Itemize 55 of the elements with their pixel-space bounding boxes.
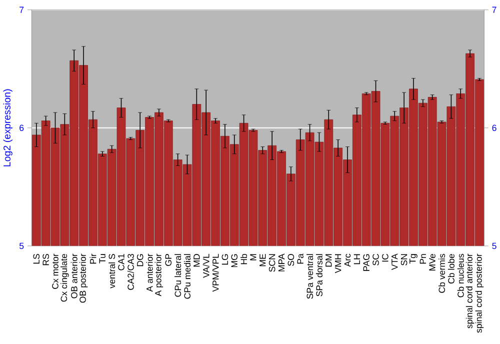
x-tick-label: Cb nucleus: [457, 254, 464, 298]
x-tick-label: CPu lateral: [174, 254, 182, 297]
x-tick-label: SO: [288, 254, 294, 266]
x-tick-label: LG: [222, 254, 228, 264]
x-tick-label: spinal cord posterior: [475, 254, 484, 333]
y2-tick-label: 6: [492, 124, 496, 131]
x-tick-label: Cb lobe: [448, 254, 454, 284]
x-tick-label: Cb vermis: [438, 254, 446, 293]
x-tick-label: MG: [231, 254, 238, 267]
x-tick-label: LH: [354, 254, 360, 264]
x-tick-label: MD: [194, 254, 200, 266]
x-tick-label: VMH: [335, 254, 342, 273]
y2-tick-label: 7: [492, 6, 496, 13]
x-tick-label: RS: [42, 254, 49, 265]
x-tick-label: Pa: [297, 253, 304, 264]
x-tick-label: A anterior: [146, 254, 153, 292]
x-tick-label: LS: [33, 254, 40, 264]
x-tick-label: CA1: [118, 254, 124, 270]
x-tick-label: Cx motor: [52, 254, 58, 289]
x-tick-label: Pn: [420, 254, 426, 264]
x-tick-label: OB posterior: [79, 254, 88, 303]
x-tick-label: Cx cingulate: [60, 254, 69, 302]
x-tick-label: SCN: [268, 254, 276, 272]
x-tick-label: A posterior: [154, 254, 164, 296]
x-tick-label: GP: [165, 254, 172, 266]
y2-tick-label: 5: [492, 242, 496, 249]
x-tick-label: Hb: [240, 254, 248, 264]
y-tick-label: 7: [20, 6, 24, 13]
x-tick-label: OB anterior: [70, 254, 78, 298]
x-tick-label: CPu medial: [184, 254, 190, 299]
x-tick-label: M: [250, 254, 256, 260]
x-tick-label: MPA: [278, 253, 285, 272]
x-tick-label: ME: [260, 254, 266, 266]
x-tick-label: VA/VL: [202, 254, 210, 278]
x-tick-label: Tg: [410, 254, 418, 264]
x-tick-label: Arc: [344, 254, 351, 267]
x-tick-label: PAG: [363, 254, 370, 271]
x-tick-label: Pir: [90, 254, 96, 264]
x-tick-label: DM: [326, 254, 332, 266]
x-tick-label: VPM/VPL: [212, 254, 219, 292]
y-tick-label: 6: [20, 124, 24, 131]
x-tick-label: spinal cord anterior: [466, 254, 474, 328]
x-tick-label: Tu: [99, 254, 106, 264]
x-tick-label: SPa ventral: [306, 254, 314, 299]
x-tick-label: SPa dorsal: [316, 254, 322, 296]
x-tick-label: MVe: [429, 254, 436, 270]
y-axis-title: Log2 (expression): [3, 89, 12, 166]
y-tick-label: 5: [19, 242, 24, 249]
x-tick-label: SC: [372, 254, 379, 266]
x-tick-label: CA2/CA3: [127, 254, 134, 290]
x-tick-label: ventral S: [108, 254, 116, 288]
x-tick-label: VTA: [392, 253, 398, 270]
x-tick-label: IC: [382, 254, 388, 262]
x-tick-label: DG: [136, 254, 144, 266]
x-tick-label: SN: [400, 254, 408, 266]
